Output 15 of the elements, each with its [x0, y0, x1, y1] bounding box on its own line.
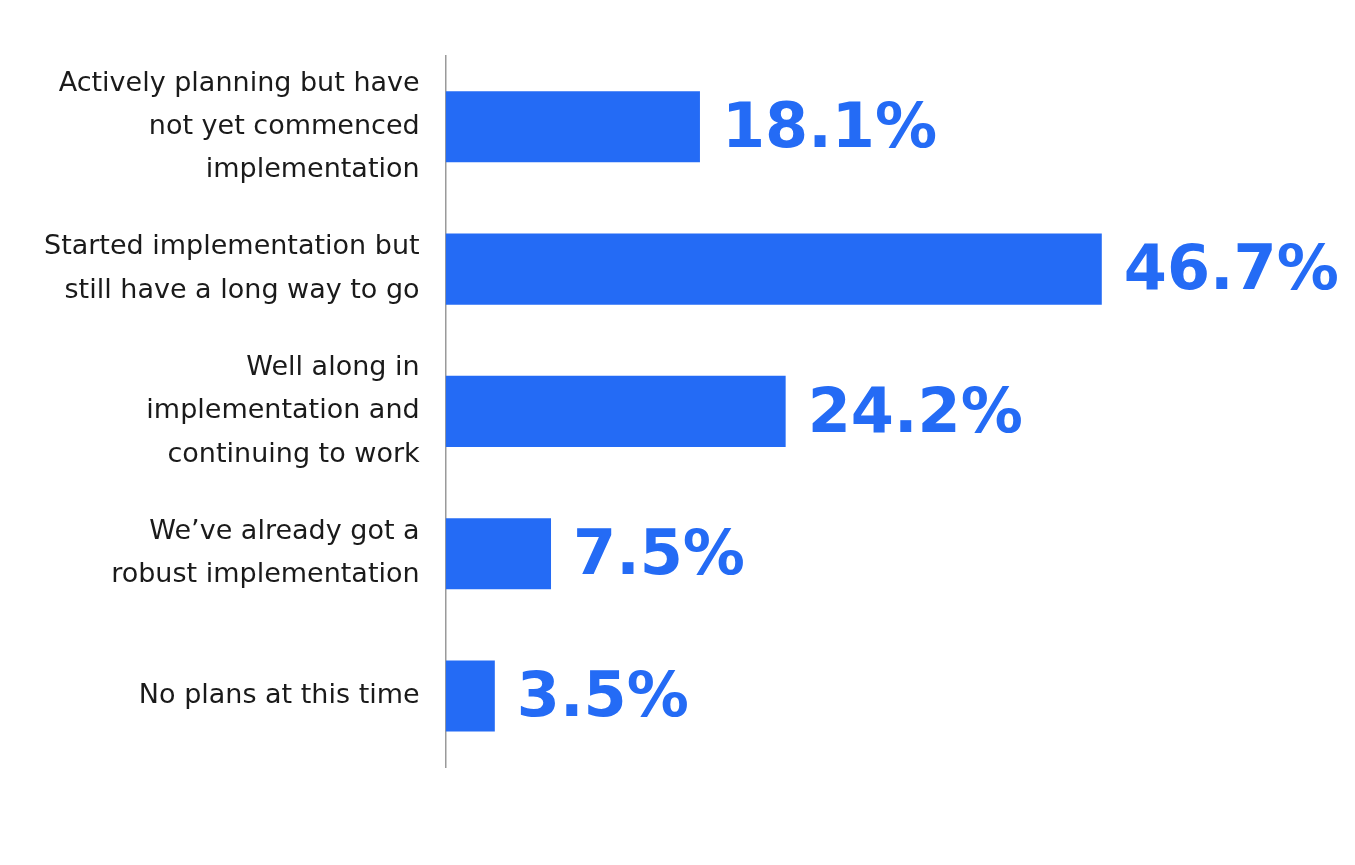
y-tick-label: No plans at this time — [138, 678, 420, 710]
data-label: 18.1% — [721, 88, 938, 162]
y-tick-label: Started implementation but still have a long way to go — [44, 229, 420, 304]
bar — [445, 518, 552, 590]
bar — [445, 660, 495, 732]
y-tick-label: We’ve already got a robust implementation — [111, 514, 420, 589]
bar — [445, 91, 700, 163]
data-label: 46.7% — [1123, 231, 1339, 305]
data-label: 7.5% — [573, 515, 745, 589]
data-label: 3.5% — [516, 658, 689, 732]
y-tick-label: Well along in implementation and continuing to work — [146, 350, 420, 468]
data-label: 24.2% — [807, 373, 1023, 447]
bar — [445, 233, 1102, 305]
y-tick-label: Actively planning but have not yet commenced implementation — [58, 65, 420, 183]
bar — [445, 375, 786, 447]
